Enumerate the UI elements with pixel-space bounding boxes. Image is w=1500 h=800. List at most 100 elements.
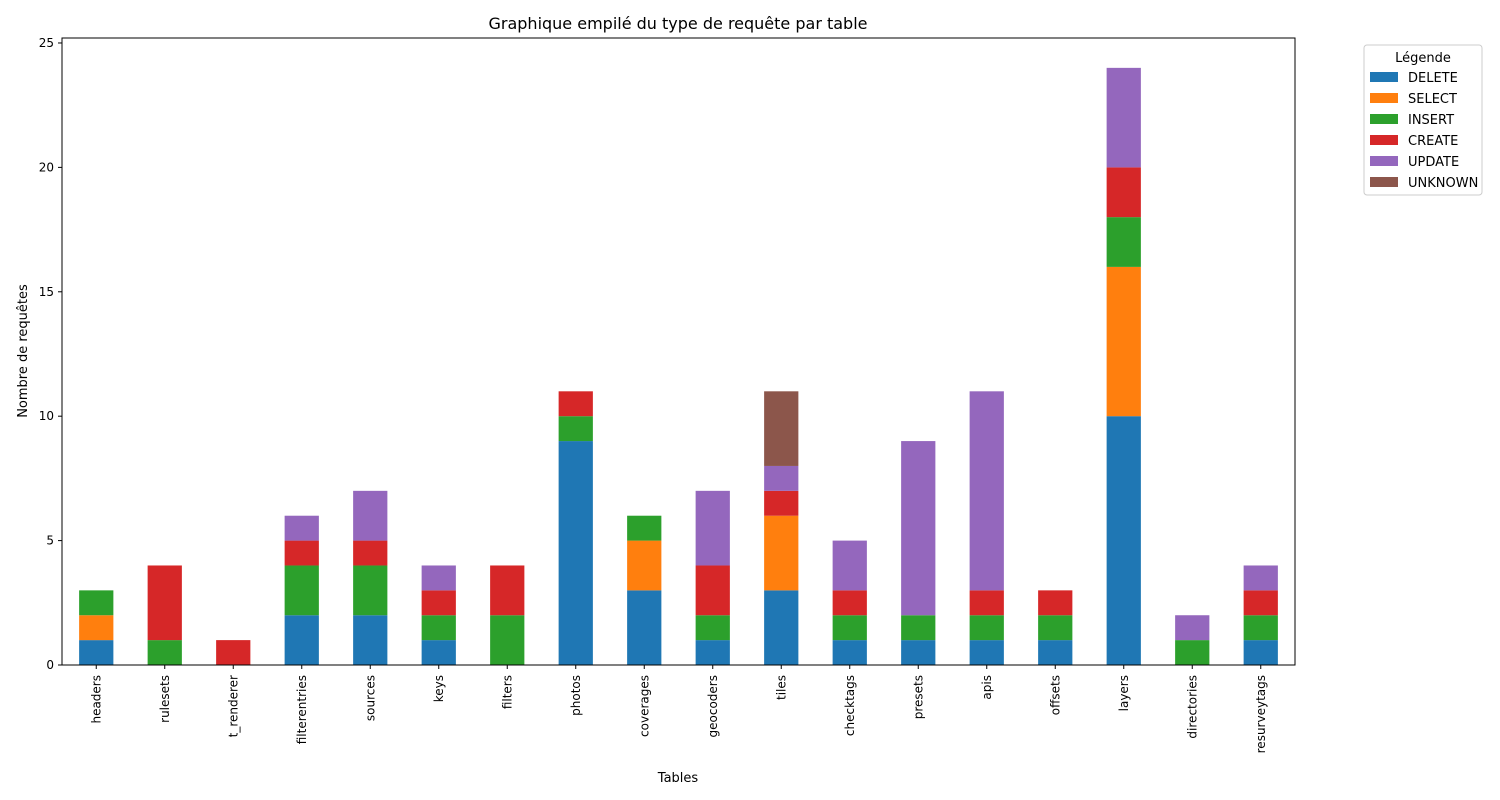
legend-swatch-unknown — [1370, 177, 1398, 187]
bar-insert-sources — [353, 565, 388, 616]
x-tick-label: checktags — [843, 675, 857, 736]
bar-delete-headers — [79, 640, 114, 665]
x-tick-label: photos — [569, 675, 583, 716]
bar-insert-resurveytags — [1243, 615, 1278, 641]
bar-create-geocoders — [695, 565, 730, 616]
x-tick-label: resurveytags — [1254, 675, 1268, 753]
bar-insert-layers — [1106, 217, 1141, 267]
legend-label-update: UPDATE — [1408, 155, 1459, 170]
y-tick-label: 10 — [39, 409, 54, 423]
bar-insert-headers — [79, 590, 114, 616]
bar-delete-layers — [1106, 416, 1141, 665]
x-tick-label: filterentries — [295, 675, 309, 744]
x-tick-label: keys — [432, 675, 446, 702]
bar-update-sources — [353, 490, 388, 541]
bar-create-keys — [421, 590, 456, 616]
x-axis: headers rulesets t_renderer filterentries so… — [89, 665, 1268, 753]
x-tick-label: presets — [911, 675, 925, 719]
x-tick-label: filters — [500, 675, 514, 709]
bar-delete-coverages — [627, 590, 662, 665]
x-axis-label: Tables — [657, 771, 699, 786]
legend-swatch-delete — [1370, 72, 1398, 82]
bar-insert-filters — [490, 615, 525, 665]
x-tick-label: rulesets — [158, 675, 172, 723]
y-tick-label: 20 — [39, 160, 54, 174]
bar-update-layers — [1106, 67, 1141, 168]
x-tick-label: tiles — [774, 675, 788, 700]
bar-insert-coverages — [627, 515, 662, 541]
y-axis-label: Nombre de requêtes — [16, 284, 31, 418]
bar-delete-geocoders — [695, 640, 730, 665]
bar-insert-rulesets — [147, 640, 182, 665]
bar-delete-presets — [901, 640, 936, 665]
y-axis: 0 5 10 15 20 25 — [39, 36, 62, 672]
x-tick-label: coverages — [637, 675, 651, 737]
bar-create-filterentries — [284, 540, 319, 566]
bar-create-layers — [1106, 167, 1141, 218]
bar-select-headers — [79, 615, 114, 641]
x-tick-label: offsets — [1048, 675, 1062, 715]
bar-insert-offsets — [1038, 615, 1073, 641]
x-tick-label: layers — [1117, 675, 1131, 711]
bar-create-tiles — [764, 490, 799, 516]
legend: Légende DELETE SELECT INSERT CREATE UPDATE UN… — [1363, 44, 1483, 196]
x-tick-label: t_renderer — [226, 675, 240, 737]
y-tick-label: 0 — [46, 658, 54, 672]
bar-insert-directories — [1175, 640, 1210, 665]
bar-update-presets — [901, 441, 936, 616]
bar-select-tiles — [764, 515, 799, 591]
legend-title: Légende — [1395, 51, 1451, 66]
legend-swatch-create — [1370, 135, 1398, 145]
bar-create-rulesets — [147, 565, 182, 641]
bar-delete-resurveytags — [1243, 640, 1278, 665]
bar-select-layers — [1106, 266, 1141, 417]
plot-frame — [61, 37, 1296, 666]
bar-create-apis — [969, 590, 1004, 616]
legend-label-insert: INSERT — [1408, 113, 1454, 128]
bars-group — [79, 67, 1278, 665]
bar-delete-offsets — [1038, 640, 1073, 665]
bar-unknown-tiles — [764, 391, 799, 466]
x-tick-label: directories — [1185, 675, 1199, 739]
chart-title: Graphique empilé du type de requête par … — [488, 14, 867, 33]
bar-delete-checktags — [832, 640, 867, 665]
bar-create-resurveytags — [1243, 590, 1278, 616]
bar-create-t_renderer — [216, 640, 251, 665]
legend-swatch-update — [1370, 156, 1398, 166]
legend-swatch-select — [1370, 93, 1398, 103]
bar-delete-filterentries — [284, 615, 319, 665]
bar-update-checktags — [832, 540, 867, 591]
legend-swatch-insert — [1370, 114, 1398, 124]
bar-insert-geocoders — [695, 615, 730, 641]
bar-insert-photos — [558, 416, 593, 442]
x-tick-label: apis — [980, 675, 994, 700]
bar-select-coverages — [627, 540, 662, 591]
x-tick-label: geocoders — [706, 675, 720, 737]
bar-insert-keys — [421, 615, 456, 641]
bar-insert-checktags — [832, 615, 867, 641]
bar-insert-filterentries — [284, 565, 319, 616]
legend-label-unknown: UNKNOWN — [1408, 176, 1478, 191]
bar-delete-keys — [421, 640, 456, 665]
bar-create-checktags — [832, 590, 867, 616]
y-tick-label: 15 — [39, 285, 54, 299]
bar-delete-photos — [558, 441, 593, 665]
bar-create-offsets — [1038, 590, 1073, 616]
bar-delete-apis — [969, 640, 1004, 665]
legend-label-select: SELECT — [1408, 92, 1457, 107]
bar-delete-tiles — [764, 590, 799, 665]
y-tick-label: 25 — [39, 36, 54, 50]
x-tick-label: sources — [363, 675, 377, 721]
bar-update-tiles — [764, 465, 799, 491]
bar-update-filterentries — [284, 515, 319, 541]
bar-insert-presets — [901, 615, 936, 641]
bar-update-directories — [1175, 615, 1210, 641]
bar-update-apis — [969, 391, 1004, 591]
bar-create-photos — [558, 391, 593, 417]
bar-create-sources — [353, 540, 388, 566]
bar-update-keys — [421, 565, 456, 591]
bar-update-resurveytags — [1243, 565, 1278, 591]
bar-insert-apis — [969, 615, 1004, 641]
x-tick-label: headers — [89, 675, 103, 724]
